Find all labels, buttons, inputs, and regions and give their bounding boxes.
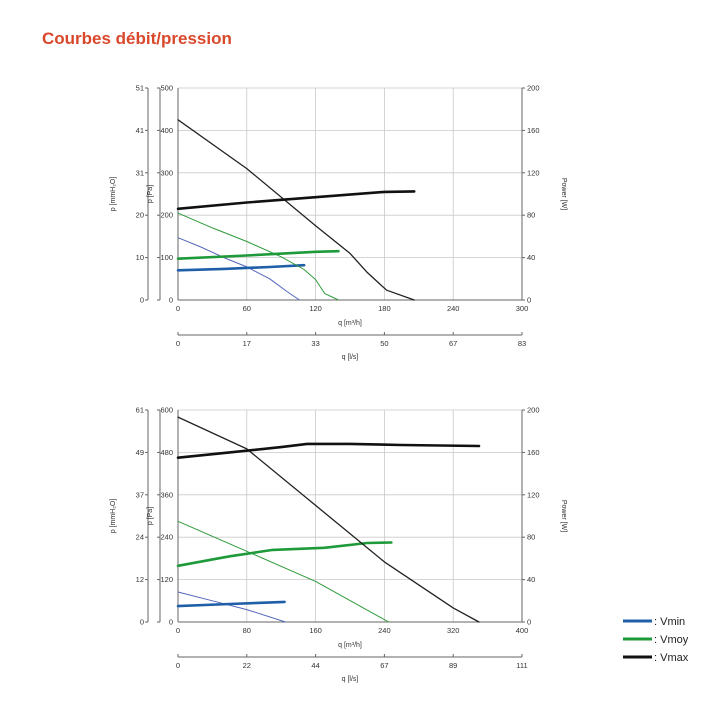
y-outer-tick-label: 24 bbox=[136, 533, 144, 542]
y-outer-tick-label: 31 bbox=[136, 168, 144, 177]
x2-tick-label: 44 bbox=[311, 661, 319, 670]
series-vmoy-pressure-line bbox=[177, 520, 390, 623]
y2-tick-label: 80 bbox=[527, 533, 535, 542]
x2-axis-label: q [l/s] bbox=[342, 676, 359, 683]
y-outer-axis-label: p [mmH₂O] bbox=[110, 177, 117, 212]
y-outer-tick-label: 37 bbox=[136, 490, 144, 499]
y-outer-tick-label: 10 bbox=[136, 253, 144, 262]
y2-axis-label: Power [W] bbox=[560, 500, 567, 532]
legend-label: : Vmax bbox=[654, 652, 689, 664]
y-tick-label: 480 bbox=[160, 448, 173, 457]
y-tick-label: 600 bbox=[160, 406, 173, 415]
x2-tick-label: 22 bbox=[243, 661, 251, 670]
y-outer-tick-label: 12 bbox=[136, 575, 144, 584]
y2-tick-label: 160 bbox=[527, 448, 540, 457]
y-outer-tick-label: 41 bbox=[136, 126, 144, 135]
y2-tick-label: 200 bbox=[527, 406, 540, 415]
y-tick-label: 300 bbox=[160, 168, 173, 177]
y-outer-tick-label: 51 bbox=[136, 84, 144, 93]
series-vmin-pressure-line bbox=[177, 591, 286, 623]
y-outer-tick-label: 20 bbox=[136, 211, 144, 220]
x2-tick-label: 50 bbox=[380, 339, 388, 348]
y-outer-axis-label: p [mmH₂O] bbox=[110, 499, 117, 534]
series-vmoy-pressure-line bbox=[177, 212, 339, 301]
y-tick-label: 240 bbox=[160, 533, 173, 542]
y2-tick-label: 200 bbox=[527, 84, 540, 93]
y2-tick-label: 0 bbox=[527, 296, 531, 305]
y2-tick-label: 40 bbox=[527, 575, 535, 584]
x2-tick-label: 83 bbox=[518, 339, 526, 348]
legend: : Vmin : Vmoy : Vmax bbox=[623, 616, 689, 664]
x2-tick-label: 0 bbox=[176, 661, 180, 670]
x-tick-label: 160 bbox=[309, 626, 322, 635]
x2-tick-label: 0 bbox=[176, 339, 180, 348]
y-outer-tick-label: 0 bbox=[140, 618, 144, 627]
y2-tick-label: 80 bbox=[527, 211, 535, 220]
x-tick-label: 0 bbox=[176, 304, 180, 313]
y-tick-label: 0 bbox=[169, 618, 173, 627]
y-outer-tick-label: 61 bbox=[136, 406, 144, 415]
y2-tick-label: 40 bbox=[527, 253, 535, 262]
series-vmax-pressure-line bbox=[177, 119, 415, 301]
x2-tick-label: 33 bbox=[311, 339, 319, 348]
x-tick-label: 300 bbox=[516, 304, 529, 313]
x-tick-label: 80 bbox=[243, 626, 251, 635]
y-tick-label: 360 bbox=[160, 490, 173, 499]
y-tick-label: 500 bbox=[160, 84, 173, 93]
x2-tick-label: 111 bbox=[516, 661, 527, 670]
x-tick-label: 240 bbox=[378, 626, 391, 635]
x2-tick-label: 89 bbox=[449, 661, 457, 670]
legend-label: : Vmoy bbox=[654, 634, 689, 646]
y-axis-label: p [Pa] bbox=[147, 185, 154, 203]
y-tick-label: 200 bbox=[160, 211, 173, 220]
series-vmax-pressure-line bbox=[177, 416, 480, 623]
y-tick-label: 100 bbox=[160, 253, 173, 262]
series-vmoy-power-line bbox=[176, 249, 340, 261]
x-tick-label: 320 bbox=[447, 626, 460, 635]
x-tick-label: 120 bbox=[309, 304, 322, 313]
y-tick-label: 120 bbox=[160, 575, 173, 584]
x-tick-label: 180 bbox=[378, 304, 391, 313]
series-vmin-power-line bbox=[176, 600, 286, 608]
series-vmoy-power-line bbox=[176, 541, 393, 568]
y2-tick-label: 160 bbox=[527, 126, 540, 135]
x2-tick-label: 67 bbox=[380, 661, 388, 670]
x-tick-label: 400 bbox=[516, 626, 529, 635]
y-outer-tick-label: 49 bbox=[136, 448, 144, 457]
x2-axis-label: q [l/s] bbox=[342, 354, 359, 361]
y-axis-label: p [Pa] bbox=[147, 507, 154, 525]
legend-label: : Vmin bbox=[654, 616, 685, 628]
y-tick-label: 0 bbox=[169, 296, 173, 305]
y-tick-label: 400 bbox=[160, 126, 173, 135]
x2-tick-label: 17 bbox=[243, 339, 251, 348]
series-vmax-power-line bbox=[176, 442, 481, 460]
x-tick-label: 240 bbox=[447, 304, 460, 313]
x-axis-label: q [m³/h] bbox=[338, 320, 362, 327]
x2-tick-label: 67 bbox=[449, 339, 457, 348]
y-outer-tick-label: 0 bbox=[140, 296, 144, 305]
series-vmin-power-line bbox=[176, 263, 306, 272]
x-tick-label: 60 bbox=[243, 304, 251, 313]
y2-axis-label: Power [W] bbox=[560, 178, 567, 210]
page-title: Courbes débit/pression bbox=[42, 29, 232, 48]
series-vmax-power-line bbox=[176, 190, 416, 211]
y2-tick-label: 120 bbox=[527, 490, 540, 499]
x-axis-label: q [m³/h] bbox=[338, 642, 362, 649]
y2-tick-label: 120 bbox=[527, 168, 540, 177]
y2-tick-label: 0 bbox=[527, 618, 531, 627]
x-tick-label: 0 bbox=[176, 626, 180, 635]
